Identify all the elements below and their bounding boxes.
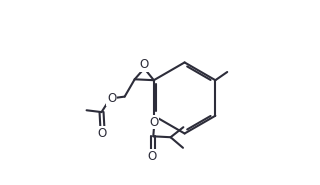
Text: O: O xyxy=(140,58,149,71)
Text: O: O xyxy=(149,116,159,129)
Text: O: O xyxy=(98,127,107,139)
Text: O: O xyxy=(107,92,116,105)
Text: O: O xyxy=(148,150,157,163)
